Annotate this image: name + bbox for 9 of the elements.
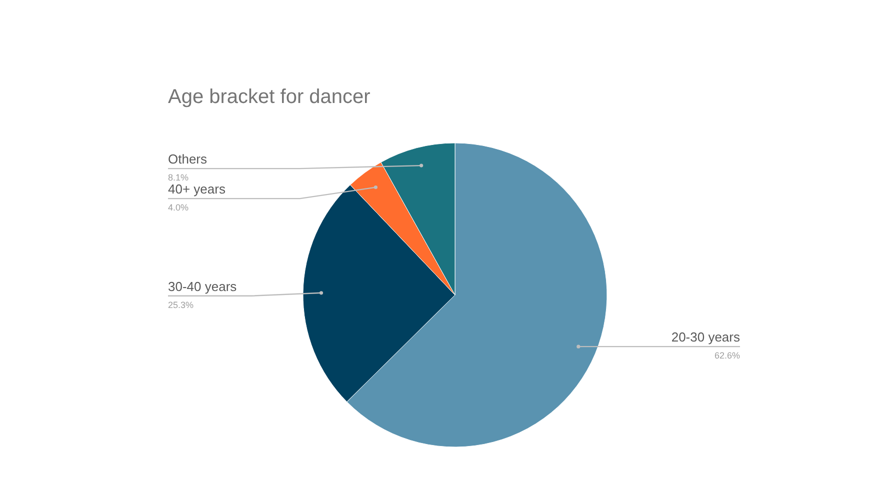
- data-label: 62.6%: [714, 350, 740, 361]
- slice-label: Others: [168, 152, 208, 167]
- slice-label: 20-30 years: [671, 330, 740, 345]
- data-label: 8.1%: [168, 172, 189, 183]
- data-label: 25.3%: [168, 300, 194, 310]
- slice-label: 40+ years: [168, 182, 226, 197]
- slice-label: 30-40 years: [168, 278, 238, 294]
- data-label: 4.0%: [168, 202, 189, 213]
- chart-title: Age bracket for dancer: [168, 86, 371, 108]
